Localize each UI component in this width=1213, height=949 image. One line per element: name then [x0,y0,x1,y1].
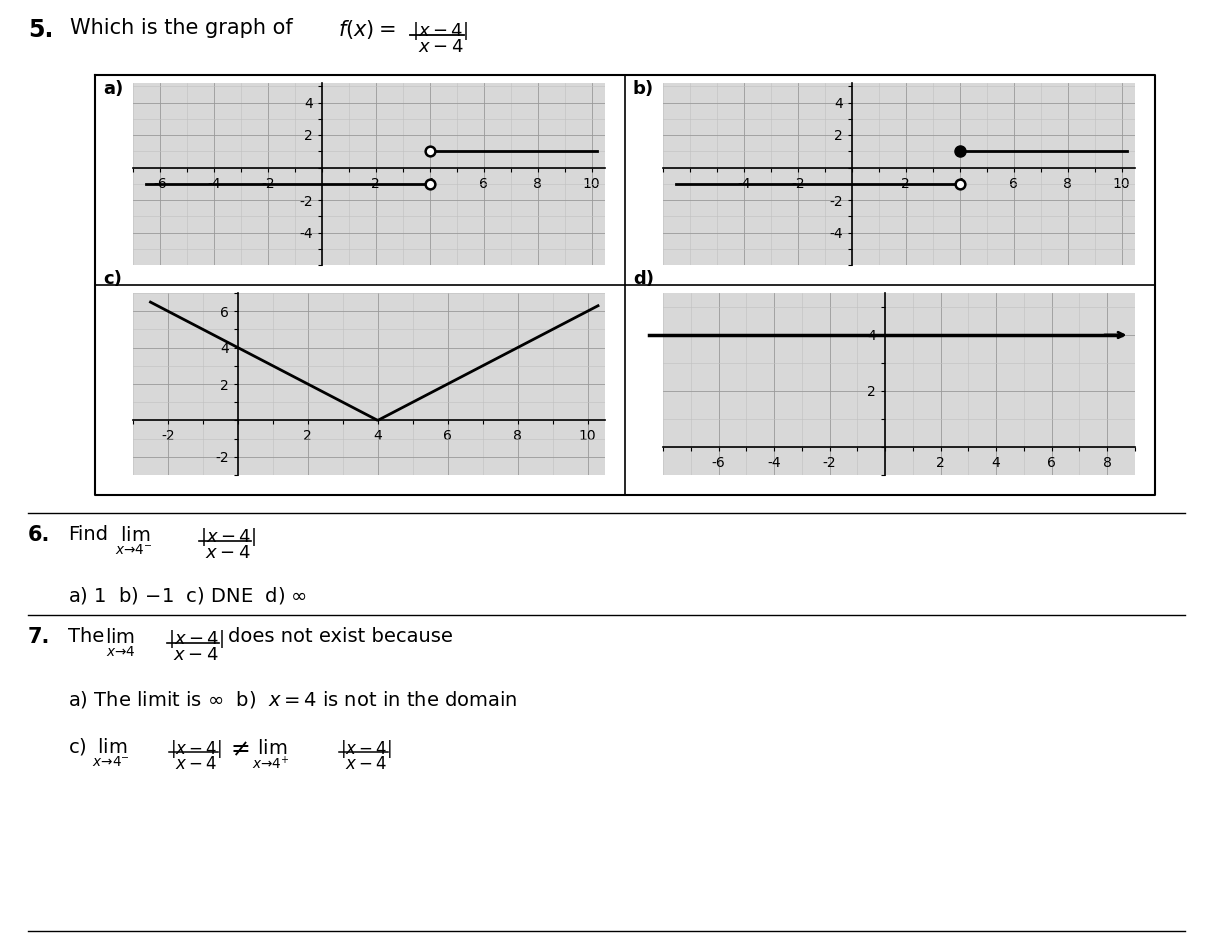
Text: $\lim_{x \to 4^-}$: $\lim_{x \to 4^-}$ [115,525,153,557]
Text: does not exist because: does not exist because [228,627,452,646]
Text: $x-4$: $x-4$ [344,755,387,773]
Text: $x-4$: $x-4$ [175,755,217,773]
Text: $x-4$: $x-4$ [418,38,463,56]
Text: c) $\lim_{x \to 4^-}$: c) $\lim_{x \to 4^-}$ [68,737,130,770]
Text: b): b) [633,80,654,98]
Text: $\lim_{x \to 4^+}$: $\lim_{x \to 4^+}$ [252,737,290,771]
Text: 5.: 5. [28,18,53,42]
Text: The: The [68,627,104,646]
Text: 7.: 7. [28,627,51,647]
Text: a): a) [103,80,124,98]
Text: c): c) [103,270,121,288]
Text: d): d) [633,270,654,288]
Text: Find: Find [68,525,108,544]
Text: $\neq$: $\neq$ [226,737,250,761]
Text: $\lim_{x \to 4}$: $\lim_{x \to 4}$ [106,627,136,660]
Text: a) 1  b) $-1$  c) DNE  d) $\infty$: a) 1 b) $-1$ c) DNE d) $\infty$ [68,585,307,606]
Text: $x-4$: $x-4$ [205,544,251,562]
Text: $f(x) =$: $f(x) =$ [338,18,395,41]
Text: $|x-4|$: $|x-4|$ [167,628,224,650]
Text: $|x-4|$: $|x-4|$ [170,738,222,760]
Text: $x-4$: $x-4$ [173,646,218,664]
Text: a) The limit is $\infty$  b)  $x = 4$ is not in the domain: a) The limit is $\infty$ b) $x = 4$ is n… [68,689,518,710]
Text: 6.: 6. [28,525,51,545]
Text: $|x-4|$: $|x-4|$ [340,738,392,760]
Text: $|x-4|$: $|x-4|$ [412,20,468,42]
Text: $|x-4|$: $|x-4|$ [200,526,256,548]
Text: Which is the graph of: Which is the graph of [70,18,292,38]
